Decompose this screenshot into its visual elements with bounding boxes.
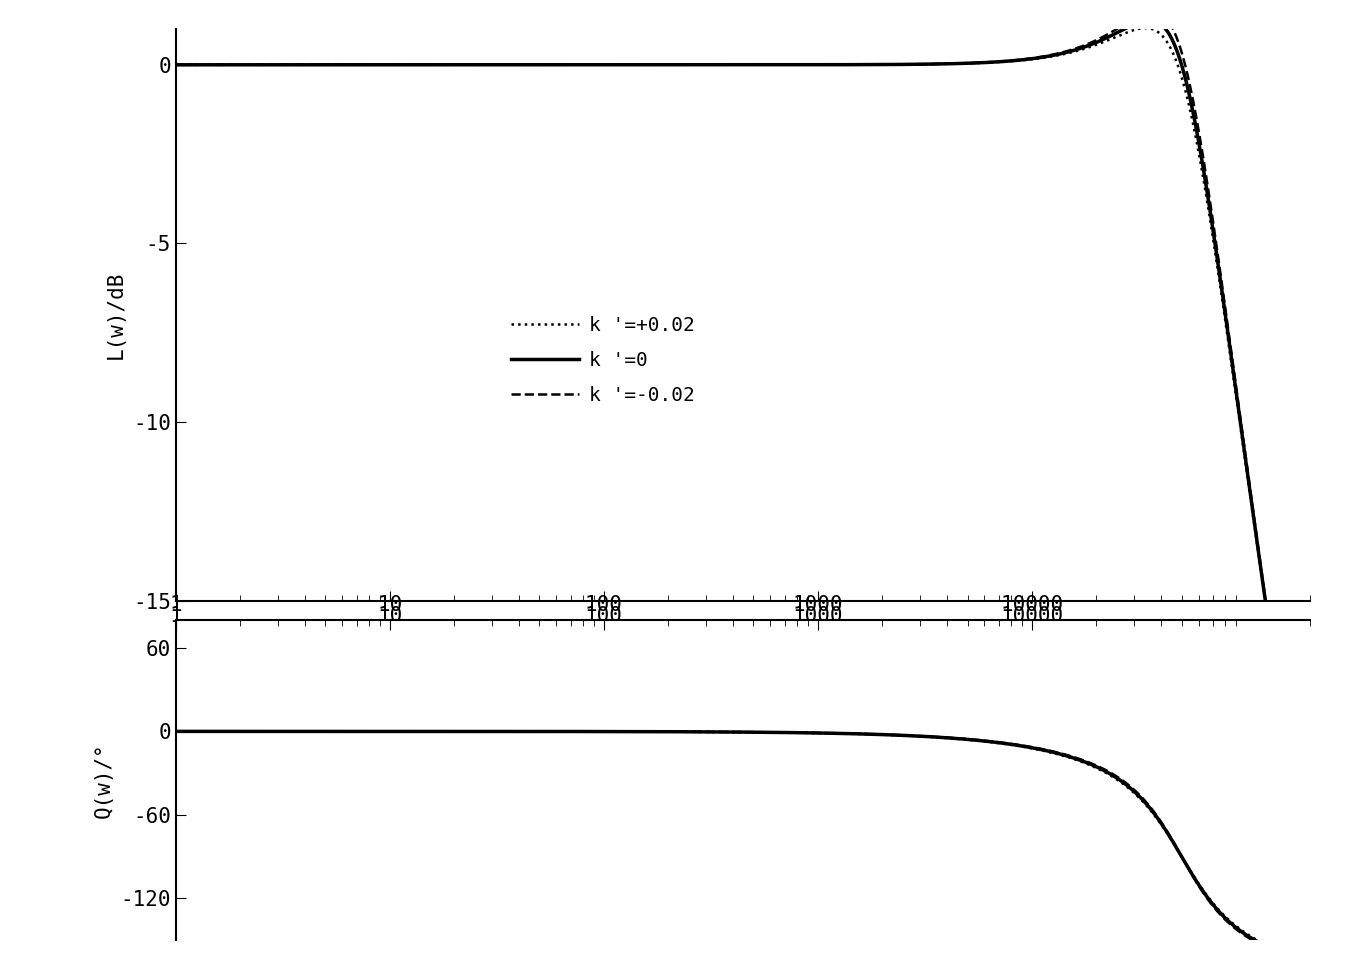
X-axis label: frequency/Hz: frequency/Hz [667,631,819,651]
Y-axis label: L(w)/dB: L(w)/dB [105,270,126,359]
Legend: k '=+0.02, k '=0, k '=-0.02: k '=+0.02, k '=0, k '=-0.02 [503,308,703,413]
Y-axis label: Q(w)/°: Q(w)/° [93,742,113,818]
